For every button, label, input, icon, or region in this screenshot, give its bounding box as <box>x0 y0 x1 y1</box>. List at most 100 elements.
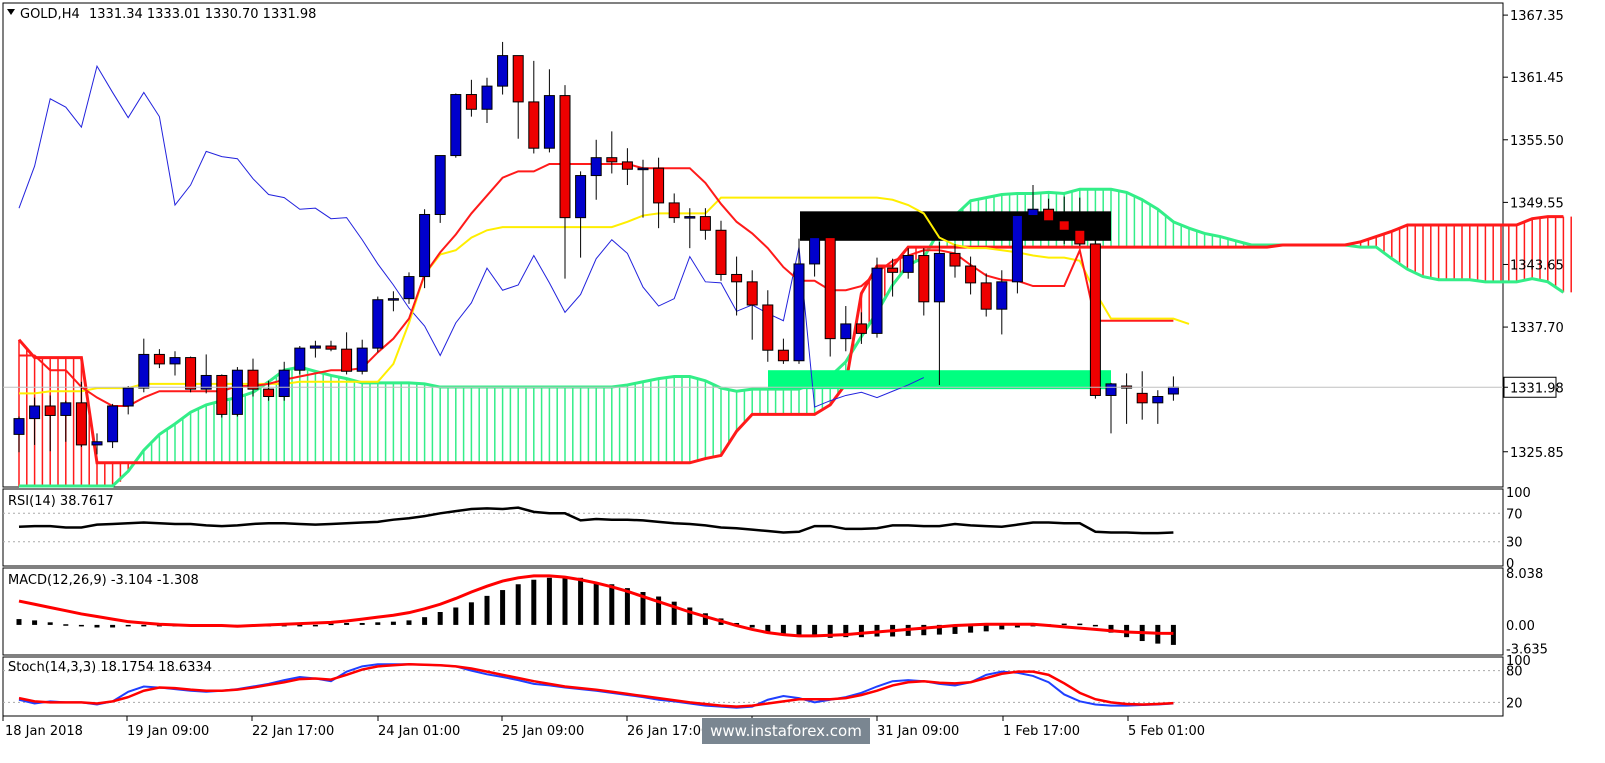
macd-pane[interactable] <box>2 567 1504 656</box>
macd-histogram-bar <box>328 623 334 626</box>
candle-bear <box>185 357 197 390</box>
candle-bull <box>809 237 821 265</box>
macd-histogram-bar <box>312 624 318 627</box>
macd-histogram-bar <box>437 612 443 625</box>
price-tick-label: 1343.65 <box>1510 258 1564 273</box>
stoch-label: Stoch(14,3,3) 18.1754 18.6334 <box>8 660 212 675</box>
candle-bear <box>731 273 743 283</box>
macd-axis-label: -3.635 <box>1506 642 1548 657</box>
candle-bear <box>247 369 259 390</box>
candle-bear <box>918 255 930 303</box>
candle-bull <box>294 347 306 371</box>
time-tick-label: 5 Feb 01:00 <box>1128 724 1205 739</box>
dropdown-triangle-icon[interactable] <box>7 9 15 15</box>
candle-bear <box>965 265 977 284</box>
candle-bull <box>200 374 212 390</box>
macd-histogram-bar <box>671 601 677 625</box>
candle-bear <box>606 157 618 163</box>
candle-bear <box>1136 392 1148 404</box>
stoch-axis-label: 80 <box>1506 665 1523 680</box>
candle-bull <box>122 387 134 407</box>
candle-bull <box>481 85 493 110</box>
candle-bull <box>1027 208 1039 217</box>
candle-bear <box>341 348 353 372</box>
macd-histogram-bar <box>406 620 412 625</box>
candle-bear <box>777 349 789 362</box>
macd-histogram-bar <box>1014 624 1020 628</box>
macd-histogram-bar <box>1077 623 1083 626</box>
candle-bull <box>902 255 914 273</box>
macd-histogram-bar <box>500 590 506 625</box>
rsi-axis-label: 0 <box>1506 557 1514 572</box>
macd-histogram-bar <box>640 592 646 625</box>
candle-bull <box>1152 396 1164 404</box>
macd-histogram-bar <box>359 622 365 625</box>
candle-bull <box>590 157 602 177</box>
macd-histogram-bar <box>858 624 864 638</box>
rsi-pane[interactable] <box>2 488 1504 567</box>
macd-histogram-bar <box>796 624 802 636</box>
macd-axis-label: 8.038 <box>1506 567 1543 582</box>
rsi-layer <box>3 506 1503 543</box>
axis-layer: 1367.35 1361.45 1355.50 1349.55 1343.65 1337.… <box>2 9 1564 739</box>
candle-bull <box>450 94 462 157</box>
macd-histogram-bar <box>47 622 53 625</box>
price-tick-label: 1355.50 <box>1510 134 1564 149</box>
candle-bear <box>621 161 633 170</box>
candle-bull <box>138 353 150 389</box>
candle-bull <box>637 167 649 171</box>
candle-bear <box>746 281 758 306</box>
macd-histogram-bar <box>453 607 459 625</box>
candle-bear <box>559 95 571 219</box>
time-tick-label: 24 Jan 01:00 <box>378 724 460 739</box>
candle-bear <box>153 353 165 365</box>
macd-histogram-bar <box>609 584 615 625</box>
price-layer <box>13 41 1572 488</box>
macd-histogram-bar <box>390 621 396 625</box>
rsi-axis-label: 30 <box>1506 536 1523 551</box>
candle-bear <box>949 252 961 267</box>
macd-histogram-bar <box>1170 624 1176 645</box>
senkou-span-b-line <box>17 215 1564 465</box>
candle-bear <box>1043 208 1055 222</box>
macd-histogram-bar <box>765 624 771 632</box>
macd-histogram-bar <box>812 624 818 636</box>
time-tick-label: 19 Jan 09:00 <box>127 724 209 739</box>
macd-histogram-bar <box>687 607 693 625</box>
macd-histogram-bar <box>63 624 69 626</box>
candle-bull <box>543 95 555 149</box>
macd-histogram-bar <box>983 624 989 632</box>
time-tick-label: 31 Jan 09:00 <box>877 724 959 739</box>
candle-bear <box>1089 243 1101 396</box>
candle-bull <box>29 405 41 420</box>
candle-bull <box>434 155 446 215</box>
macd-histogram-bar <box>110 624 116 628</box>
candle-bull <box>372 299 384 349</box>
time-tick-label: 1 Feb 17:00 <box>1003 724 1080 739</box>
price-tick-label: 1325.85 <box>1510 446 1564 461</box>
candle-bull <box>419 213 431 278</box>
macd-histogram-bar <box>94 624 100 628</box>
candle-bear <box>512 55 524 103</box>
candle-bear <box>824 237 836 340</box>
candle-bear <box>668 202 680 219</box>
macd-histogram-bar <box>780 624 786 635</box>
macd-label: MACD(12,26,9) -3.104 -1.308 <box>8 573 199 588</box>
macd-histogram-bar <box>578 577 584 625</box>
candle-bear <box>263 388 275 398</box>
price-tick-label: 1367.35 <box>1510 9 1564 24</box>
macd-histogram-bar <box>702 613 708 625</box>
candle-bull <box>933 252 945 303</box>
rsi-label: RSI(14) 38.7617 <box>8 494 114 509</box>
candle-bear <box>528 101 540 149</box>
candle-bull <box>793 263 805 362</box>
candle-bear <box>715 229 727 275</box>
macd-histogram-bar <box>468 602 474 625</box>
macd-histogram-bar <box>546 577 552 625</box>
macd-histogram-bar <box>749 624 755 628</box>
candle-bull <box>356 347 368 372</box>
candle-bear <box>762 304 774 351</box>
candle-bull <box>871 267 883 334</box>
macd-histogram-bar <box>843 624 849 638</box>
